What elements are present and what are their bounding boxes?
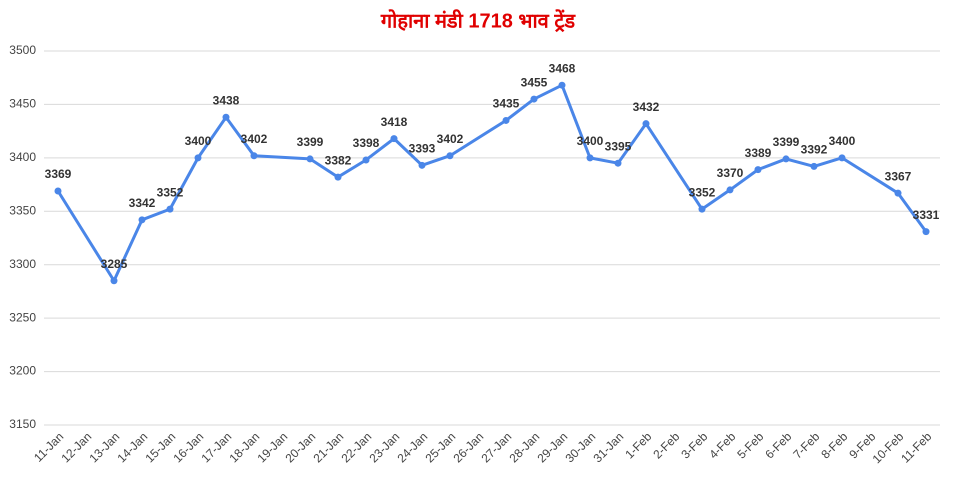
value-label: 3389	[745, 146, 772, 160]
point	[54, 187, 62, 195]
value-label: 3399	[773, 135, 800, 149]
x-tick-label: 1-Feb	[622, 429, 654, 461]
value-label: 3370	[717, 166, 744, 180]
x-tick-label: 3-Feb	[678, 429, 710, 461]
value-label: 3402	[437, 132, 464, 146]
value-label: 3352	[157, 185, 184, 199]
point	[446, 152, 454, 160]
x-tick-label: 25-Jan	[423, 429, 459, 465]
y-tick-label: 3400	[9, 150, 36, 164]
x-tick-label: 26-Jan	[451, 429, 487, 465]
x-tick-label: 29-Jan	[535, 429, 571, 465]
x-tick-label: 14-Jan	[115, 429, 151, 465]
x-tick-label: 12-Jan	[59, 429, 95, 465]
value-label: 3352	[689, 185, 716, 199]
x-tick-label: 5-Feb	[734, 429, 766, 461]
value-label: 3285	[101, 257, 128, 271]
point	[222, 113, 230, 121]
value-label: 3438	[213, 93, 240, 107]
point	[586, 154, 594, 162]
point	[894, 189, 902, 197]
point	[530, 95, 538, 103]
point	[810, 162, 818, 170]
value-label: 3400	[185, 134, 212, 148]
value-label: 3432	[633, 100, 660, 114]
x-tick-label: 13-Jan	[87, 429, 123, 465]
x-tick-label: 19-Jan	[255, 429, 291, 465]
x-tick-label: 27-Jan	[479, 429, 515, 465]
point	[334, 173, 342, 181]
value-label: 3468	[549, 61, 576, 75]
x-tick-label: 15-Jan	[143, 429, 179, 465]
point	[166, 205, 174, 213]
value-label: 3399	[297, 135, 324, 149]
y-tick-label: 3500	[9, 43, 36, 57]
x-tick-label: 23-Jan	[367, 429, 403, 465]
point	[250, 152, 258, 160]
point	[698, 205, 706, 213]
point	[642, 120, 650, 128]
value-label: 3382	[325, 153, 352, 167]
point	[614, 159, 622, 167]
value-label: 3435	[493, 97, 520, 111]
x-tick-label: 17-Jan	[199, 429, 235, 465]
y-tick-label: 3350	[9, 203, 36, 217]
y-tick-label: 3200	[9, 364, 36, 378]
x-tick-label: 22-Jan	[339, 429, 375, 465]
y-tick-label: 3300	[9, 257, 36, 271]
value-label: 3418	[381, 115, 408, 129]
point	[838, 154, 846, 162]
x-tick-label: 2-Feb	[650, 429, 682, 461]
point	[922, 228, 930, 236]
point	[138, 216, 146, 224]
value-label: 3400	[829, 134, 856, 148]
point	[362, 156, 370, 164]
x-tick-label: 4-Feb	[706, 429, 738, 461]
value-label: 3392	[801, 143, 828, 157]
value-label: 3367	[885, 169, 912, 183]
value-label: 3400	[577, 134, 604, 148]
x-tick-label: 20-Jan	[283, 429, 319, 465]
point	[726, 186, 734, 194]
y-tick-label: 3450	[9, 97, 36, 111]
point	[390, 135, 398, 143]
x-tick-label: 18-Jan	[227, 429, 263, 465]
x-tick-label: 21-Jan	[311, 429, 347, 465]
point	[754, 166, 762, 174]
x-tick-label: 16-Jan	[171, 429, 207, 465]
x-tick-label: 28-Jan	[507, 429, 543, 465]
point	[782, 155, 790, 163]
x-tick-label: 6-Feb	[762, 429, 794, 461]
value-label: 3455	[521, 75, 548, 89]
point	[558, 81, 566, 89]
x-tick-label: 30-Jan	[563, 429, 599, 465]
x-tick-label: 31-Jan	[591, 429, 627, 465]
y-tick-label: 3250	[9, 310, 36, 324]
point	[306, 155, 314, 163]
value-label: 3393	[409, 142, 436, 156]
value-label: 3395	[605, 139, 632, 153]
x-tick-label: 11-Feb	[898, 429, 934, 465]
x-tick-label: 7-Feb	[790, 429, 822, 461]
line	[56, 83, 928, 283]
x-tick-label: 10-Feb	[870, 429, 907, 466]
value-label: 3402	[241, 132, 268, 146]
value-label: 3398	[353, 136, 380, 150]
x-tick-label: 24-Jan	[395, 429, 431, 465]
point	[502, 116, 510, 124]
y-tick-label: 3150	[9, 417, 36, 431]
x-tick-label: 11-Jan	[31, 429, 66, 464]
point	[110, 277, 118, 285]
value-label: 3342	[129, 196, 156, 210]
point	[418, 161, 426, 169]
x-tick-label: 8-Feb	[818, 429, 850, 461]
value-label: 3331	[913, 208, 940, 222]
point	[194, 154, 202, 162]
value-label: 3369	[45, 167, 72, 181]
chart-title: गोहाना मंडी 1718 भाव ट्रेंड	[380, 8, 577, 32]
